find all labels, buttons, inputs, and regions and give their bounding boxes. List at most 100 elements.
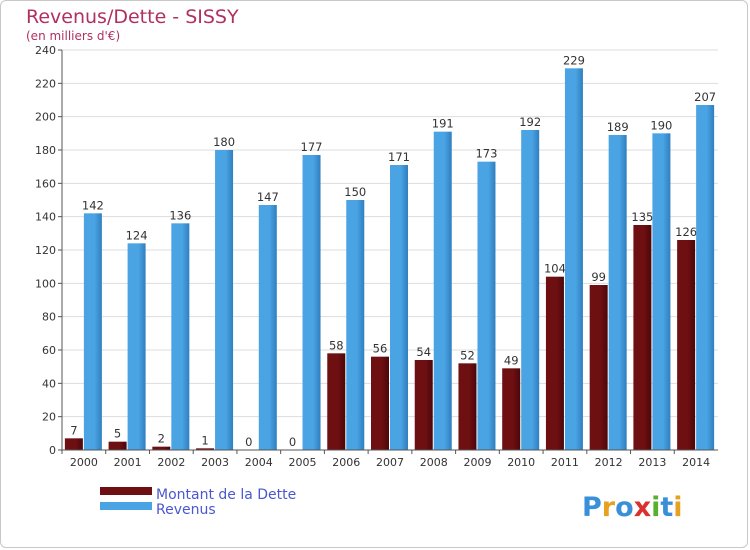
logo-letter: t — [660, 492, 673, 523]
y-tick-label: 200 — [35, 111, 56, 124]
bar-dette-2010 — [502, 368, 521, 450]
value-label: 171 — [388, 150, 410, 164]
bar-dette-2003 — [196, 448, 215, 450]
logo-letter: r — [602, 492, 616, 523]
value-label: 7 — [70, 423, 77, 437]
bars: 7 142 5 124 2 136 1 180 0 147 0 177 58 150 56 171 54 191 5… — [64, 53, 716, 451]
legend-label: Revenus — [156, 502, 216, 518]
value-label: 49 — [504, 353, 519, 367]
y-tick-label: 100 — [35, 277, 56, 290]
bar-dette-2001 — [108, 441, 127, 450]
x-tick-label: 2000 — [70, 456, 98, 469]
bar-dette-2013 — [633, 225, 652, 450]
bar-revenus-2009 — [477, 161, 496, 450]
y-tick-label: 120 — [35, 244, 56, 257]
legend-label: Montant de la Dette — [156, 487, 296, 503]
value-label: 1 — [201, 433, 208, 447]
chart-title: Revenus/Dette - SISSY — [26, 6, 239, 28]
value-label: 190 — [650, 118, 672, 132]
bar-dette-2014 — [677, 240, 696, 450]
value-label: 0 — [289, 435, 296, 449]
x-tick-label: 2012 — [595, 456, 623, 469]
x-tick-label: 2008 — [420, 456, 448, 469]
value-label: 104 — [544, 262, 566, 276]
value-label: 229 — [563, 53, 585, 67]
x-tick-label: 2005 — [289, 456, 317, 469]
chart-subtitle: (en milliers d'€) — [26, 29, 120, 43]
x-tick-label: 2004 — [245, 456, 273, 469]
y-tick-label: 160 — [35, 177, 56, 190]
bar-dette-2002 — [152, 446, 171, 450]
bar-dette-2009 — [458, 363, 477, 450]
value-label: 54 — [416, 345, 431, 359]
x-tick-label: 2007 — [376, 456, 404, 469]
x-axis: 2000 2001 2002 2003 2004 2005 2006 2007 2008 2009… — [61, 449, 718, 469]
value-label: 56 — [373, 342, 388, 356]
bar-dette-2008 — [414, 360, 433, 450]
value-label: 147 — [257, 190, 279, 204]
y-tick-label: 0 — [49, 444, 56, 457]
bar-dette-2000 — [64, 438, 83, 450]
value-label: 142 — [82, 198, 104, 212]
bar-revenus-2001 — [127, 243, 146, 450]
y-tick-label: 80 — [42, 311, 56, 324]
bar-revenus-2008 — [433, 131, 452, 450]
value-label: 180 — [213, 135, 235, 149]
bar-revenus-2010 — [521, 130, 540, 450]
bar-revenus-2002 — [171, 223, 190, 450]
x-tick-label: 2001 — [114, 456, 142, 469]
bar-dette-2006 — [327, 353, 346, 450]
x-tick-label: 2002 — [157, 456, 185, 469]
value-label: 58 — [329, 338, 344, 352]
proxiti-logo: Proxiti — [582, 492, 683, 523]
y-tick-label: 180 — [35, 144, 56, 157]
bar-revenus-2011 — [564, 68, 583, 450]
x-tick-label: 2009 — [463, 456, 491, 469]
value-label: 136 — [169, 208, 191, 222]
value-label: 5 — [114, 427, 121, 441]
value-label: 150 — [344, 185, 366, 199]
y-tick-label: 60 — [42, 344, 56, 357]
logo-letter: P — [582, 492, 602, 523]
y-tick-label: 20 — [42, 411, 56, 424]
legend-swatch — [100, 487, 152, 495]
value-label: 0 — [245, 435, 252, 449]
value-label: 52 — [460, 348, 475, 362]
x-tick-label: 2011 — [551, 456, 579, 469]
logo-letter: i — [651, 492, 660, 523]
bar-dette-2011 — [545, 276, 564, 450]
y-axis: 0 20 40 60 80 100 120 140 160 180 200 220 240 — [35, 44, 63, 457]
y-tick-label: 240 — [35, 44, 56, 57]
bar-dette-2012 — [589, 285, 608, 450]
bar-revenus-2004 — [258, 205, 277, 450]
value-label: 177 — [301, 140, 323, 154]
x-tick-label: 2003 — [201, 456, 229, 469]
value-label: 207 — [694, 90, 716, 104]
legend-swatch — [100, 502, 152, 510]
value-label: 2 — [158, 432, 165, 446]
y-tick-label: 220 — [35, 77, 56, 90]
value-label: 173 — [475, 147, 497, 161]
bar-revenus-2007 — [390, 165, 408, 450]
bar-dette-2007 — [371, 356, 389, 450]
logo-letter: o — [615, 492, 634, 523]
y-tick-label: 40 — [42, 377, 56, 390]
value-label: 99 — [591, 270, 606, 284]
y-tick-label: 140 — [35, 211, 56, 224]
x-tick-label: 2010 — [507, 456, 535, 469]
value-label: 189 — [607, 120, 629, 134]
bar-revenus-2014 — [696, 105, 715, 450]
bar-revenus-2005 — [302, 155, 321, 450]
bar-revenus-2012 — [608, 135, 627, 450]
value-label: 192 — [519, 115, 541, 129]
x-tick-label: 2006 — [332, 456, 360, 469]
bar-revenus-2003 — [215, 150, 234, 450]
bar-revenus-2006 — [346, 200, 365, 450]
value-label: 135 — [631, 210, 653, 224]
value-label: 124 — [126, 228, 148, 242]
logo-letter: i — [673, 492, 682, 523]
value-label: 191 — [432, 117, 454, 131]
logo-letter: x — [634, 492, 651, 523]
